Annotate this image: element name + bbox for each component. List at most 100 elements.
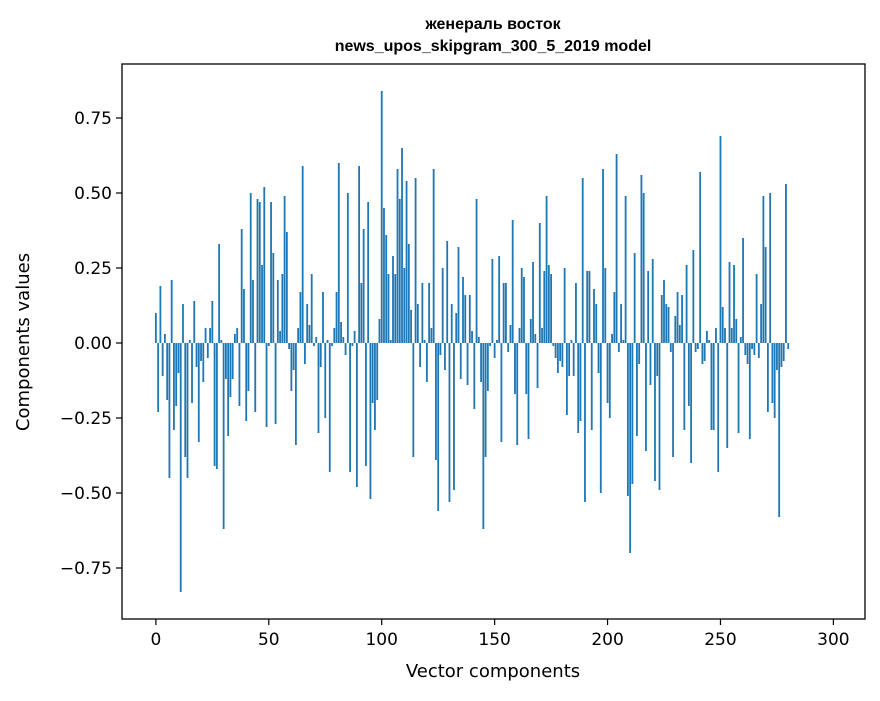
bar <box>534 334 537 343</box>
bar <box>410 310 412 343</box>
bar <box>423 340 426 343</box>
bar <box>477 337 480 343</box>
bar <box>285 232 288 343</box>
bar <box>371 343 374 403</box>
bar <box>337 163 340 343</box>
bar <box>640 175 643 343</box>
bar <box>581 178 584 343</box>
bar <box>520 268 523 343</box>
bar <box>667 307 670 343</box>
bar <box>559 343 562 361</box>
bar <box>355 343 358 487</box>
bar <box>416 304 419 343</box>
bar <box>726 343 729 448</box>
bar <box>435 343 437 460</box>
bar <box>739 337 742 343</box>
bar <box>505 283 507 343</box>
bar <box>432 169 435 343</box>
bar <box>757 343 760 358</box>
bar <box>270 202 272 343</box>
bar <box>154 313 157 343</box>
bar <box>450 304 453 343</box>
bar <box>613 292 616 343</box>
bar <box>344 343 347 355</box>
bar <box>367 202 370 343</box>
bar <box>159 286 162 343</box>
bar <box>288 343 291 349</box>
bar <box>570 340 573 343</box>
bar <box>464 295 467 343</box>
bar <box>561 343 564 367</box>
bar <box>706 331 708 343</box>
bar <box>543 271 546 343</box>
bar <box>304 343 306 364</box>
bar <box>238 343 241 406</box>
bar <box>764 247 767 343</box>
bar <box>771 343 774 403</box>
bar <box>202 343 205 382</box>
bar <box>200 343 202 361</box>
bar <box>182 304 184 343</box>
x-axis-label: Vector components <box>406 661 580 682</box>
bar <box>439 343 442 355</box>
bar <box>511 220 514 343</box>
bar <box>369 343 372 499</box>
bar <box>687 343 690 406</box>
bar <box>365 343 367 466</box>
bar <box>319 343 322 367</box>
bar <box>428 283 431 343</box>
bar <box>204 328 207 343</box>
bar <box>507 343 510 352</box>
bar <box>342 337 345 343</box>
bar <box>290 343 293 391</box>
bar <box>349 343 351 472</box>
bar <box>498 256 501 343</box>
bar <box>602 169 604 343</box>
bar <box>448 343 451 502</box>
bar <box>703 343 706 361</box>
bar <box>405 181 408 343</box>
bar <box>500 343 503 442</box>
bar <box>437 343 440 511</box>
bar <box>669 343 672 352</box>
bar <box>631 343 634 484</box>
bar <box>672 343 674 457</box>
bar <box>744 343 747 355</box>
bar <box>692 250 695 343</box>
bar <box>545 196 548 343</box>
bar <box>597 343 600 373</box>
bar <box>324 343 327 418</box>
bar <box>256 199 259 343</box>
bar <box>712 343 715 430</box>
bar <box>236 328 239 343</box>
bar <box>550 274 552 343</box>
bar <box>678 325 681 343</box>
bar <box>502 283 505 343</box>
bar <box>642 193 645 343</box>
bar <box>161 343 164 376</box>
bar <box>633 253 636 343</box>
bar <box>297 328 300 343</box>
bar <box>760 304 763 343</box>
bar <box>606 343 609 403</box>
x-tick-label: 200 <box>591 630 623 650</box>
bar <box>676 292 679 343</box>
bar <box>579 343 582 421</box>
bar <box>746 343 749 364</box>
bar <box>577 343 580 433</box>
bar <box>658 343 661 490</box>
bar <box>572 343 575 376</box>
bar <box>401 148 403 343</box>
bar <box>164 334 166 343</box>
bar <box>753 343 756 355</box>
bar <box>227 343 230 436</box>
bar <box>660 295 663 343</box>
bar <box>593 289 595 343</box>
bar <box>728 262 731 343</box>
bar <box>590 343 593 430</box>
bar <box>206 343 209 358</box>
bar <box>473 343 476 409</box>
bar <box>595 304 598 343</box>
bar <box>274 343 277 424</box>
